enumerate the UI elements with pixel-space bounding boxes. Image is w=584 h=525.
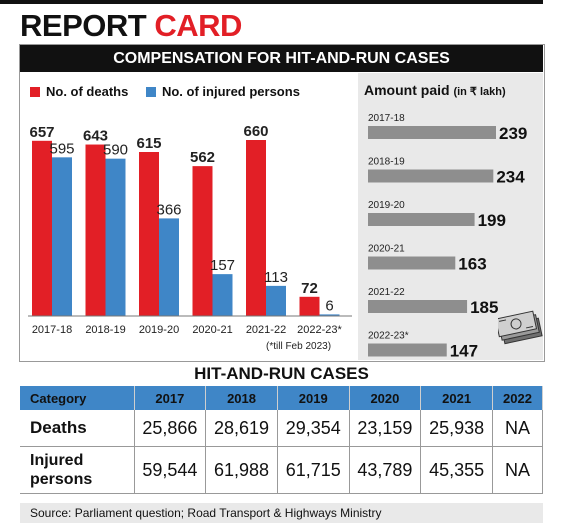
- table-cell: 59,544: [134, 446, 207, 494]
- legend-swatch-injured: [145, 87, 156, 97]
- row-label-injured-line1: Injured: [30, 452, 84, 469]
- amount-title: Amount paid (in ₹ lakh): [364, 82, 506, 98]
- table-cell: 29,354: [277, 410, 350, 447]
- data-label: 615: [136, 135, 161, 152]
- amount-title-main: Amount paid: [364, 82, 450, 98]
- amount-category-label: 2018-19: [368, 157, 405, 168]
- data-label: 643: [83, 128, 108, 145]
- x-tick-label: 2022-23*: [297, 324, 342, 336]
- subheading-bar: COMPENSATION FOR HIT-AND-RUN CASES: [20, 45, 543, 72]
- data-label: 590: [103, 142, 128, 159]
- amount-bar: [368, 213, 475, 226]
- amount-title-unit: (in ₹ lakh): [453, 86, 506, 98]
- amount-category-label: 2017-18: [368, 113, 405, 124]
- amount-bar: [368, 343, 447, 357]
- header-2021: 2021: [420, 386, 493, 410]
- headline: REPORT CARD: [20, 6, 242, 46]
- amount-value-label: 199: [478, 211, 506, 230]
- amount-category-label: 2019-20: [368, 200, 405, 211]
- header-2019: 2019: [277, 386, 350, 410]
- table-cell: 43,789: [349, 446, 422, 494]
- amount-value-label: 163: [458, 255, 486, 274]
- amount-category-label: 2021-22: [368, 287, 405, 298]
- data-label: 366: [156, 201, 181, 218]
- table-row-injured: Injured persons 59,544 61,988 61,715 43,7…: [20, 446, 543, 494]
- top-rule: [0, 0, 543, 4]
- data-label: 562: [190, 149, 215, 166]
- x-tick-label: 2017-18: [32, 324, 72, 336]
- data-label: 657: [29, 124, 54, 141]
- header-2017: 2017: [134, 386, 207, 410]
- data-label: 595: [49, 140, 74, 157]
- table-cell: 61,988: [205, 446, 278, 494]
- amount-bar: [368, 300, 468, 313]
- injured-bar: [319, 314, 340, 316]
- table-cell: 45,355: [420, 446, 493, 494]
- table-header-row: Category 2017 2018 2019 2020 2021 2022: [20, 386, 543, 410]
- table-cell: 25,866: [134, 410, 207, 447]
- headline-word-1: REPORT: [20, 8, 147, 43]
- source-line: Source: Parliament question; Road Transp…: [20, 503, 543, 523]
- table-cell: 23,159: [349, 410, 422, 447]
- injured-bar: [52, 157, 72, 316]
- table-cell: NA: [492, 410, 543, 447]
- legend-label-injured: No. of injured persons: [161, 84, 300, 99]
- row-label-injured: Injured persons: [20, 446, 135, 494]
- deaths-bar: [299, 296, 320, 316]
- legend-item-deaths: No. of deaths: [30, 84, 128, 99]
- cases-table: Category 2017 2018 2019 2020 2021 2022 D…: [20, 386, 543, 494]
- x-tick-label: 2021-22: [246, 324, 286, 336]
- header-2018: 2018: [205, 386, 278, 410]
- x-tick-label: 2018-19: [85, 324, 125, 336]
- footnote: (*till Feb 2023): [266, 341, 332, 352]
- chart-panel: [19, 44, 545, 362]
- header-2020: 2020: [349, 386, 422, 410]
- data-label: 157: [210, 257, 235, 274]
- x-tick-label: 2019-20: [139, 324, 179, 336]
- row-label-injured-line2: persons: [30, 471, 93, 488]
- table-title: HIT-AND-RUN CASES: [194, 364, 369, 383]
- row-label-deaths: Deaths: [20, 410, 135, 447]
- injured-bar: [212, 274, 233, 316]
- table-row-deaths: Deaths 25,866 28,619 29,354 23,159 25,93…: [20, 410, 543, 447]
- deaths-bar: [192, 166, 213, 316]
- deaths-bar: [85, 144, 106, 316]
- table-cell: 61,715: [277, 446, 350, 494]
- currency-notes-icon: [494, 308, 544, 353]
- amount-bar: [368, 169, 494, 183]
- data-label: 72: [301, 280, 318, 297]
- amount-value-label: 147: [450, 342, 478, 361]
- amount-value-label: 239: [499, 124, 527, 143]
- deaths-bar: [32, 140, 52, 316]
- header-category: Category: [20, 386, 135, 410]
- table-cell: NA: [492, 446, 543, 494]
- data-label: 113: [264, 269, 288, 286]
- header-2022: 2022: [492, 386, 543, 410]
- legend: No. of deaths No. of injured persons: [30, 84, 314, 99]
- amount-value-label: 185: [470, 298, 498, 317]
- amount-category-label: 2022-23*: [368, 331, 409, 342]
- deaths-bar: [139, 152, 159, 316]
- x-tick-label: 2020-21: [192, 324, 232, 336]
- legend-item-injured: No. of injured persons: [145, 84, 300, 99]
- headline-word-2: CARD: [154, 8, 242, 43]
- table-cell: 25,938: [420, 410, 493, 447]
- data-label: 660: [243, 123, 268, 140]
- amount-category-label: 2020-21: [368, 244, 405, 255]
- deaths-bar: [246, 140, 266, 316]
- injured-bar: [159, 218, 179, 316]
- table-cell: 28,619: [205, 410, 278, 447]
- legend-label-deaths: No. of deaths: [46, 84, 129, 99]
- amount-bar: [368, 256, 456, 270]
- injured-bar: [266, 285, 286, 316]
- data-label: 6: [325, 297, 333, 314]
- amount-value-label: 234: [496, 168, 525, 187]
- legend-swatch-deaths: [30, 87, 40, 97]
- injured-bar: [105, 158, 126, 316]
- amount-bar: [368, 126, 496, 139]
